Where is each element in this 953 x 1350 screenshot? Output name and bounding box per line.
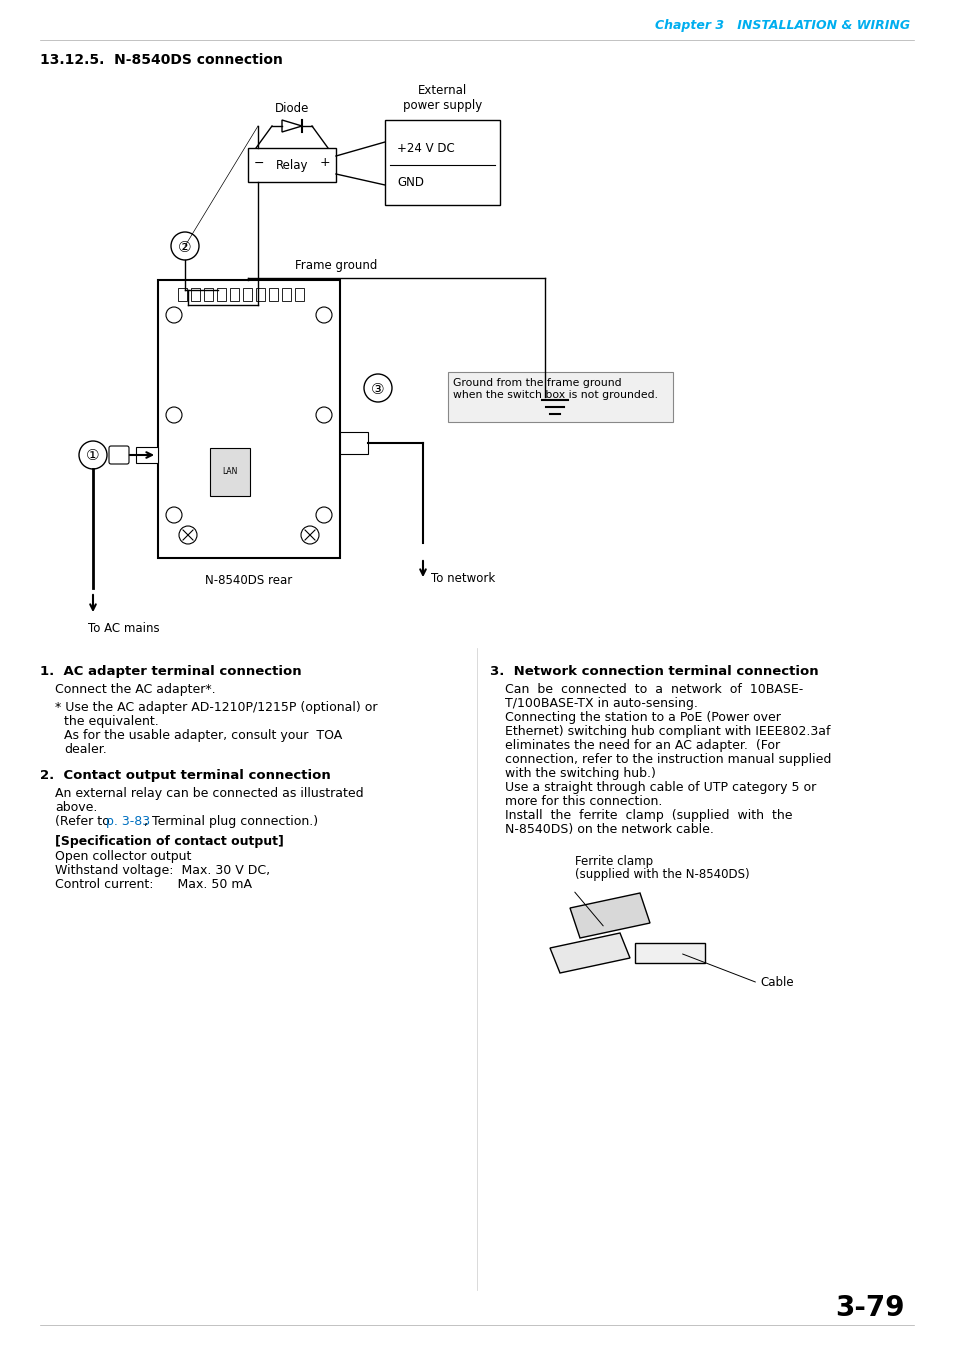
Text: above.: above. xyxy=(55,801,97,814)
Text: N-8540DS) on the network cable.: N-8540DS) on the network cable. xyxy=(504,824,713,836)
FancyBboxPatch shape xyxy=(158,279,339,558)
Circle shape xyxy=(315,306,332,323)
Text: ②: ② xyxy=(178,239,192,255)
Polygon shape xyxy=(569,892,649,938)
Text: Can  be  connected  to  a  network  of  10BASE-: Can be connected to a network of 10BASE- xyxy=(504,683,802,697)
Text: with the switching hub.): with the switching hub.) xyxy=(504,767,656,780)
Text: Ferrite clamp: Ferrite clamp xyxy=(575,855,653,868)
Text: T/100BASE-TX in auto-sensing.: T/100BASE-TX in auto-sensing. xyxy=(504,697,698,710)
Text: Chapter 3   INSTALLATION & WIRING: Chapter 3 INSTALLATION & WIRING xyxy=(654,19,909,31)
Circle shape xyxy=(79,441,107,468)
FancyBboxPatch shape xyxy=(178,288,187,301)
Text: ③: ③ xyxy=(371,382,384,397)
FancyBboxPatch shape xyxy=(635,944,704,963)
Text: connection, refer to the instruction manual supplied: connection, refer to the instruction man… xyxy=(504,753,830,765)
Text: 1.  AC adapter terminal connection: 1. AC adapter terminal connection xyxy=(40,666,301,678)
Text: the equivalent.: the equivalent. xyxy=(64,716,158,728)
Text: To network: To network xyxy=(431,571,495,585)
Text: +24 V DC: +24 V DC xyxy=(396,142,455,154)
Circle shape xyxy=(364,374,392,402)
Text: [Specification of contact output]: [Specification of contact output] xyxy=(55,836,284,848)
Text: Ethernet) switching hub compliant with IEEE802.3af: Ethernet) switching hub compliant with I… xyxy=(504,725,830,738)
FancyBboxPatch shape xyxy=(385,120,499,205)
FancyBboxPatch shape xyxy=(269,288,277,301)
FancyBboxPatch shape xyxy=(216,288,226,301)
FancyBboxPatch shape xyxy=(191,288,200,301)
FancyBboxPatch shape xyxy=(210,448,250,495)
FancyBboxPatch shape xyxy=(243,288,252,301)
Text: Diode: Diode xyxy=(274,101,309,115)
FancyBboxPatch shape xyxy=(109,446,129,464)
Text: +: + xyxy=(319,157,330,170)
Text: (Refer to: (Refer to xyxy=(55,815,113,828)
FancyBboxPatch shape xyxy=(255,288,265,301)
Polygon shape xyxy=(282,120,302,132)
Text: An external relay can be connected as illustrated: An external relay can be connected as il… xyxy=(55,787,363,801)
Text: GND: GND xyxy=(396,176,423,189)
Text: eliminates the need for an AC adapter.  (For: eliminates the need for an AC adapter. (… xyxy=(504,738,780,752)
Text: Install  the  ferrite  clamp  (supplied  with  the: Install the ferrite clamp (supplied with… xyxy=(504,809,792,822)
Text: 3.  Network connection terminal connection: 3. Network connection terminal connectio… xyxy=(490,666,818,678)
Text: Ground from the frame ground
when the switch box is not grounded.: Ground from the frame ground when the sw… xyxy=(453,378,658,400)
FancyBboxPatch shape xyxy=(230,288,239,301)
Text: Open collector output: Open collector output xyxy=(55,850,192,863)
Text: 3-79: 3-79 xyxy=(835,1295,904,1322)
Circle shape xyxy=(315,508,332,522)
Text: N-8540DS rear: N-8540DS rear xyxy=(205,574,293,586)
Circle shape xyxy=(315,406,332,423)
FancyBboxPatch shape xyxy=(294,288,304,301)
FancyBboxPatch shape xyxy=(248,148,335,182)
Circle shape xyxy=(166,306,182,323)
Text: Use a straight through cable of UTP category 5 or: Use a straight through cable of UTP cate… xyxy=(504,782,816,794)
Text: LAN: LAN xyxy=(222,467,237,477)
Text: Cable: Cable xyxy=(760,976,793,990)
Text: To AC mains: To AC mains xyxy=(88,621,159,634)
Text: 2.  Contact output terminal connection: 2. Contact output terminal connection xyxy=(40,769,331,782)
Text: 13.12.5.  N-8540DS connection: 13.12.5. N-8540DS connection xyxy=(40,53,283,68)
Text: External
power supply: External power supply xyxy=(402,84,481,112)
FancyBboxPatch shape xyxy=(136,447,158,463)
Text: Withstand voltage:  Max. 30 V DC,: Withstand voltage: Max. 30 V DC, xyxy=(55,864,270,878)
Text: (supplied with the N-8540DS): (supplied with the N-8540DS) xyxy=(575,868,749,882)
Text: Relay: Relay xyxy=(275,158,308,171)
Text: −: − xyxy=(253,157,264,170)
Text: dealer.: dealer. xyxy=(64,743,107,756)
Text: * Use the AC adapter AD-1210P/1215P (optional) or: * Use the AC adapter AD-1210P/1215P (opt… xyxy=(55,701,377,714)
Text: Connect the AC adapter*.: Connect the AC adapter*. xyxy=(55,683,215,697)
Text: Connecting the station to a PoE (Power over: Connecting the station to a PoE (Power o… xyxy=(504,711,781,724)
FancyBboxPatch shape xyxy=(204,288,213,301)
Circle shape xyxy=(166,508,182,522)
FancyBboxPatch shape xyxy=(339,432,368,454)
Text: Frame ground: Frame ground xyxy=(294,259,377,273)
Circle shape xyxy=(179,526,196,544)
Circle shape xyxy=(166,406,182,423)
Circle shape xyxy=(171,232,199,261)
Text: more for this connection.: more for this connection. xyxy=(504,795,661,809)
Text: Control current:      Max. 50 mA: Control current: Max. 50 mA xyxy=(55,878,252,891)
Polygon shape xyxy=(550,933,629,973)
Text: p. 3-83: p. 3-83 xyxy=(106,815,150,828)
FancyBboxPatch shape xyxy=(448,373,672,423)
Circle shape xyxy=(301,526,318,544)
Text: As for the usable adapter, consult your  TOA: As for the usable adapter, consult your … xyxy=(64,729,342,742)
Text: ①: ① xyxy=(86,448,100,463)
Text: , Terminal plug connection.): , Terminal plug connection.) xyxy=(144,815,317,828)
FancyBboxPatch shape xyxy=(282,288,291,301)
